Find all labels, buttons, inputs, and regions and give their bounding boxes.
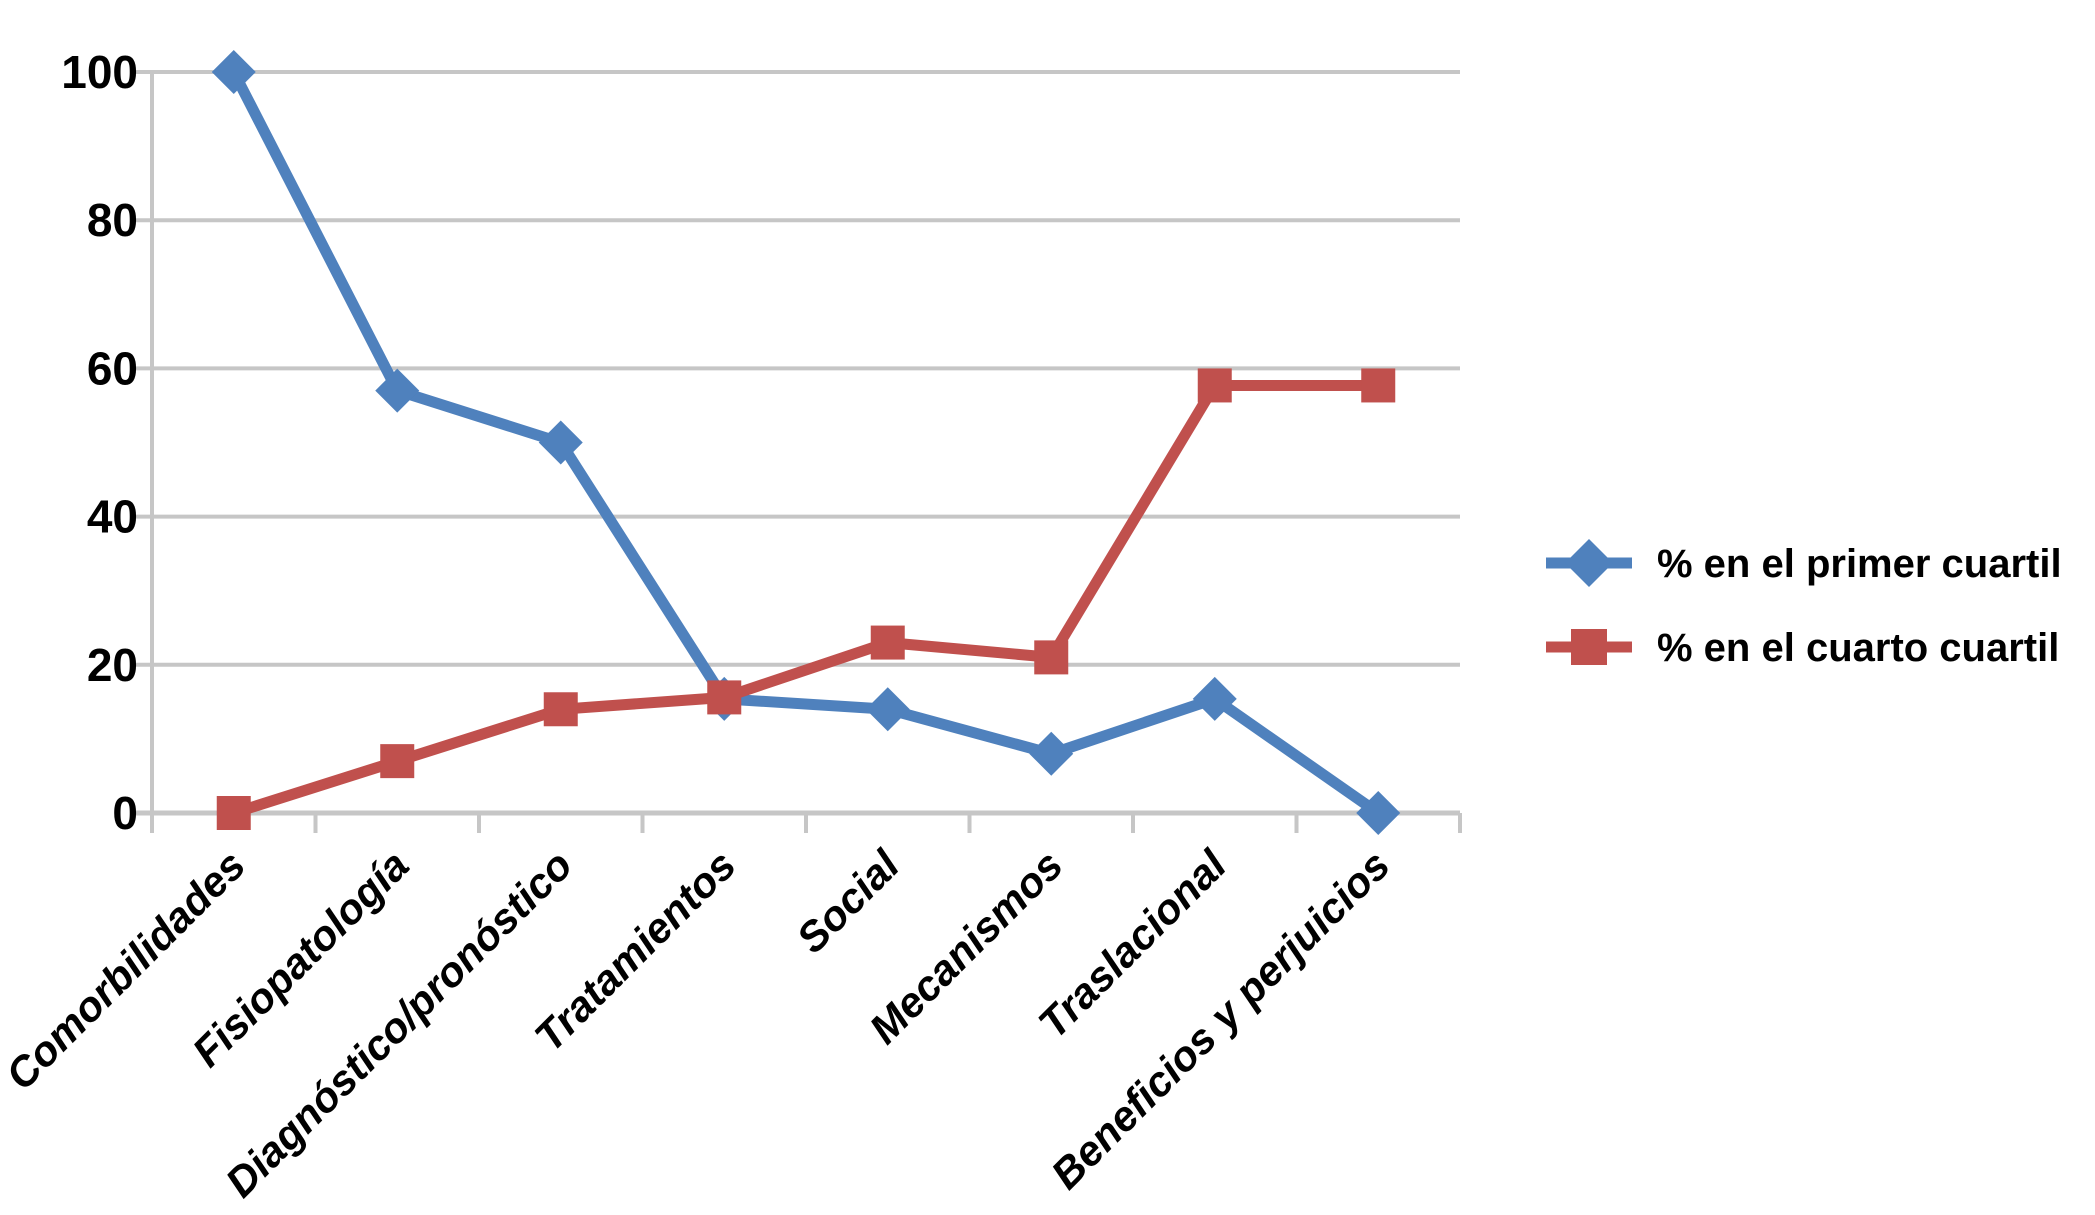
- legend-diamond-icon: [1565, 539, 1613, 587]
- data-point-diamond: [1192, 676, 1237, 721]
- x-axis-labels: ComorbilidadesFisiopatologíaDiagnóstico/…: [0, 840, 1399, 1206]
- data-point-square: [870, 625, 905, 660]
- legend-item-cuarto-cuartil: % en el cuarto cuartil: [1546, 626, 2059, 670]
- data-point-square: [1034, 640, 1069, 675]
- data-point-square: [380, 744, 415, 779]
- y-axis-tick-label: 0: [112, 787, 138, 839]
- y-axis-labels: 0 20 40 60 80 100: [61, 46, 138, 839]
- y-axis-tick-label: 20: [87, 639, 138, 691]
- data-point-square: [216, 796, 251, 830]
- legend-label: % en el cuarto cuartil: [1657, 626, 2059, 670]
- data-point-square: [1197, 368, 1232, 403]
- series-cuarto-cuartil: [216, 368, 1396, 830]
- axes-layer: [150, 72, 1462, 833]
- x-axis-label: Social: [787, 840, 909, 962]
- legend-label: % en el primer cuartil: [1657, 542, 2062, 586]
- data-point-square: [707, 680, 742, 715]
- x-axis-label: Diagnóstico/pronóstico: [216, 841, 581, 1206]
- data-point-diamond: [211, 50, 256, 94]
- legend-item-primer-cuartil: % en el primer cuartil: [1546, 539, 2062, 587]
- series-layer: [211, 50, 1401, 835]
- data-point-diamond: [865, 687, 910, 732]
- data-point-diamond: [1029, 731, 1074, 776]
- gridlines-layer: [136, 70, 1460, 816]
- data-point-square: [543, 692, 578, 727]
- series-line: [228, 69, 1382, 818]
- series-primer-cuartil: [211, 50, 1401, 835]
- y-axis-tick-label: 60: [87, 342, 138, 394]
- data-point-diamond: [1356, 791, 1401, 835]
- x-axis-label: Beneficios y perjuicios: [1042, 841, 1399, 1198]
- y-axis-tick-label: 80: [87, 194, 138, 246]
- data-point-square: [1361, 368, 1396, 403]
- y-axis-tick-label: 100: [61, 46, 138, 98]
- data-point-diamond: [538, 420, 583, 465]
- y-axis-tick-label: 40: [87, 491, 138, 543]
- legend-square-icon: [1571, 629, 1607, 665]
- data-point-diamond: [375, 368, 420, 413]
- legend: % en el primer cuartil % en el cuarto cua…: [1546, 539, 2062, 670]
- series-line: [232, 379, 1379, 819]
